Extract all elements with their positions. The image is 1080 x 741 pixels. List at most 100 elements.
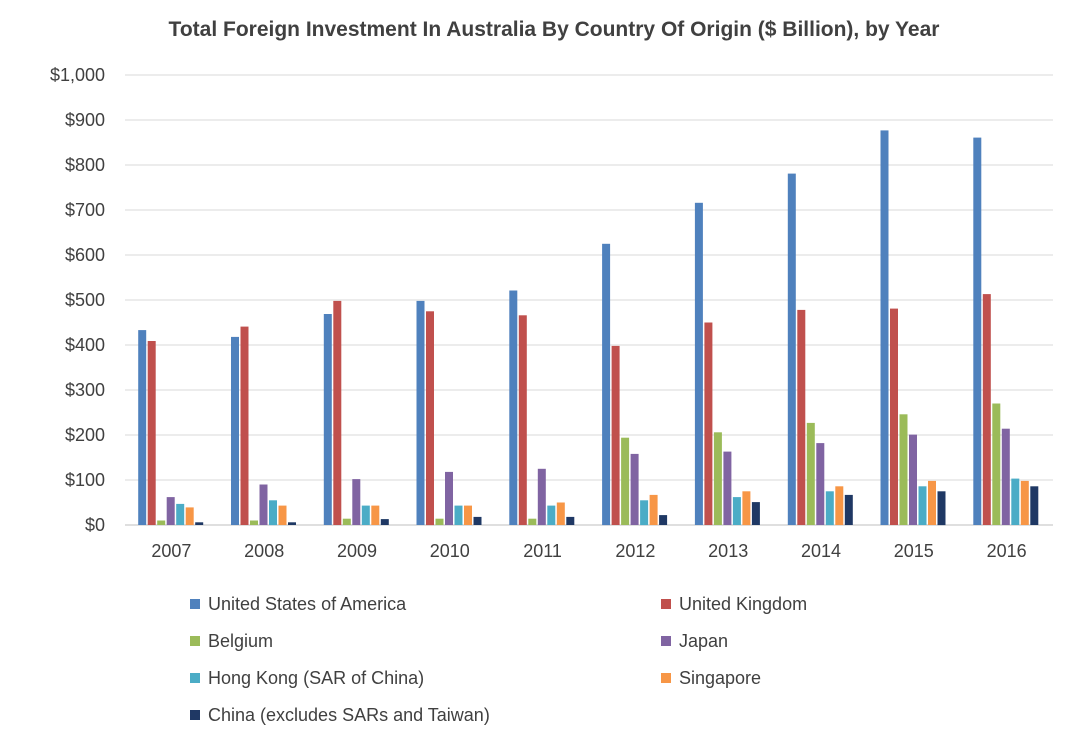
legend-label: Hong Kong (SAR of China) xyxy=(208,667,425,688)
bar xyxy=(138,330,147,525)
bar xyxy=(918,486,927,525)
bar xyxy=(464,505,472,525)
bar xyxy=(380,519,389,525)
legend-swatch xyxy=(190,599,200,609)
bars xyxy=(138,130,1039,526)
y-axis-tick-labels: $0 $100 $200 $300 $400 $500 $600 $700 $800 $900 $1… xyxy=(50,65,105,535)
bar xyxy=(973,137,982,525)
y-tick-label: $200 xyxy=(65,425,105,445)
bar xyxy=(982,294,991,525)
bar xyxy=(723,451,732,525)
gridlines xyxy=(125,74,1053,526)
legend-label: United Kingdom xyxy=(679,593,808,614)
bar xyxy=(352,479,361,525)
x-tick-label: 2014 xyxy=(801,541,841,561)
bar xyxy=(435,518,444,525)
bar xyxy=(259,484,268,525)
bar xyxy=(166,497,175,525)
bar xyxy=(333,300,342,525)
bar-chart: $0 $100 $200 $300 $400 $500 $600 $700 $800 $900 $1… xyxy=(50,65,1053,561)
x-tick-label: 2011 xyxy=(523,541,562,561)
x-axis-tick-labels: 2007 2008 2009 2010 2011 2012 2013 2014 2015 2016 xyxy=(151,541,1026,561)
bar xyxy=(835,486,844,525)
bar xyxy=(1001,428,1010,525)
y-tick-label: $800 xyxy=(65,155,105,175)
bar xyxy=(556,502,565,525)
bar xyxy=(195,522,204,525)
bar xyxy=(825,491,834,526)
legend-swatch xyxy=(661,599,671,609)
bar xyxy=(816,443,825,525)
y-tick-label: $300 xyxy=(65,380,105,400)
legend-item: China (excludes SARs and Taiwan) xyxy=(190,703,490,727)
bar xyxy=(630,453,639,525)
bar xyxy=(528,518,537,525)
bar xyxy=(426,311,434,526)
bar xyxy=(732,497,741,525)
bar xyxy=(547,505,556,525)
bar xyxy=(797,309,806,525)
legend-label: Japan xyxy=(679,630,729,651)
bar xyxy=(185,507,194,525)
bar xyxy=(342,518,351,525)
bar xyxy=(694,202,703,526)
bar xyxy=(361,505,370,525)
bar xyxy=(890,308,898,525)
legend-item: United States of America xyxy=(190,592,406,616)
bar xyxy=(157,520,166,525)
bar xyxy=(909,434,917,525)
bar xyxy=(899,414,908,525)
x-tick-label: 2012 xyxy=(615,541,655,561)
legend-swatch xyxy=(661,673,671,683)
legend-item: United Kingdom xyxy=(661,592,807,616)
x-tick-label: 2007 xyxy=(151,541,191,561)
bar xyxy=(742,491,751,526)
bar xyxy=(806,422,815,525)
y-tick-label: $100 xyxy=(65,470,105,490)
bar xyxy=(602,243,611,526)
legend-label: China (excludes SARs and Taiwan) xyxy=(208,704,490,725)
bar xyxy=(371,505,380,525)
bar xyxy=(621,437,630,525)
bar xyxy=(416,300,425,525)
legend-swatch xyxy=(190,636,200,646)
bar xyxy=(937,491,946,526)
bar xyxy=(928,480,936,525)
x-tick-label: 2016 xyxy=(987,541,1027,561)
x-tick-label: 2009 xyxy=(337,541,377,561)
x-tick-label: 2008 xyxy=(244,541,284,561)
legend-swatch xyxy=(190,673,200,683)
bar xyxy=(713,432,722,525)
bar xyxy=(844,494,853,525)
x-tick-label: 2013 xyxy=(708,541,748,561)
bar xyxy=(611,345,620,525)
bar xyxy=(1011,478,1020,525)
bar xyxy=(288,522,296,525)
legend-item: Singapore xyxy=(661,666,761,690)
bar xyxy=(518,315,527,525)
bar xyxy=(231,336,239,525)
legend-swatch xyxy=(661,636,671,646)
bar xyxy=(278,505,287,525)
bar xyxy=(240,326,249,525)
y-tick-label: $900 xyxy=(65,110,105,130)
y-tick-label: $400 xyxy=(65,335,105,355)
bar xyxy=(537,468,546,526)
bar xyxy=(454,505,463,525)
x-tick-label: 2015 xyxy=(894,541,934,561)
bar xyxy=(659,515,668,525)
bar xyxy=(751,502,760,525)
y-tick-label: $700 xyxy=(65,200,105,220)
legend-item: Japan xyxy=(661,629,728,653)
bar xyxy=(640,500,649,526)
y-tick-label: $1,000 xyxy=(50,65,105,85)
legend-item: Belgium xyxy=(190,629,273,653)
bar xyxy=(473,516,482,525)
bar xyxy=(269,500,277,526)
bar xyxy=(880,130,889,525)
bar xyxy=(1020,480,1029,525)
bar xyxy=(704,322,713,525)
legend-item: Hong Kong (SAR of China) xyxy=(190,666,424,690)
bar xyxy=(323,314,332,525)
bar xyxy=(250,520,258,525)
